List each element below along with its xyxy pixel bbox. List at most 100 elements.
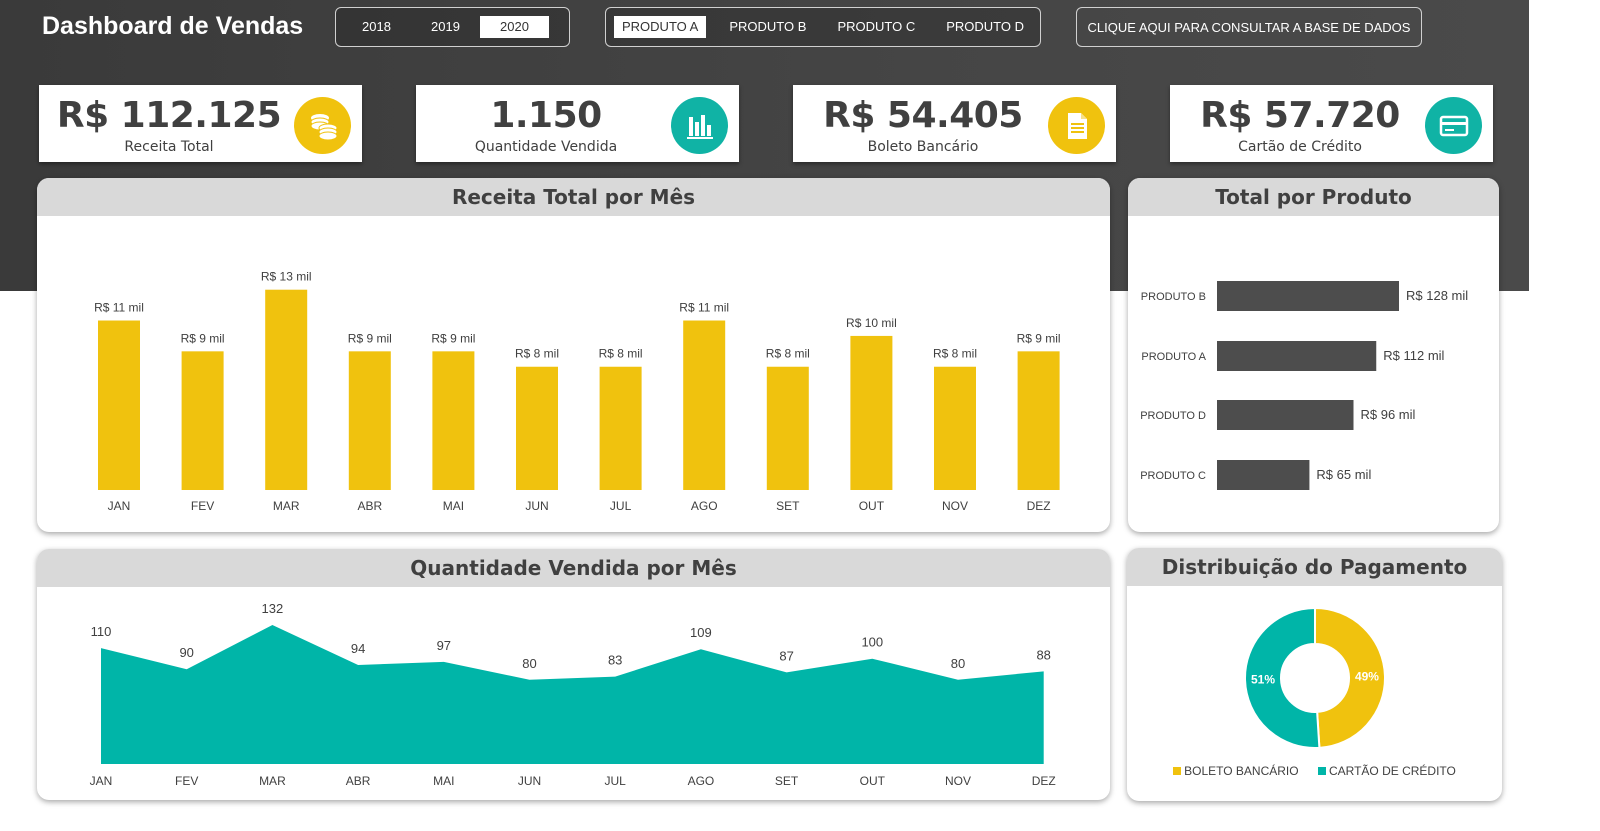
x-tick-label: SET (776, 499, 800, 513)
area-data-label: 132 (262, 601, 284, 616)
bar-data-label: R$ 9 mil (348, 331, 392, 345)
x-tick-label: JUL (610, 499, 632, 513)
y-tick-label: PRODUTO A (1141, 351, 1206, 363)
bar-out (850, 335, 893, 490)
product-filter: PRODUTO A PRODUTO B PRODUTO C PRODUTO D (605, 7, 1041, 47)
bar-produto-b (1217, 281, 1399, 311)
y-tick-label: PRODUTO D (1140, 410, 1206, 422)
bar-data-label: R$ 8 mil (599, 347, 643, 361)
bar-data-label: R$ 8 mil (933, 347, 977, 361)
x-tick-label: MAI (443, 499, 464, 513)
x-tick-label: OUT (859, 499, 885, 513)
legend-item-boleto: BOLETO BANCÁRIO (1173, 764, 1299, 778)
area-data-label: 88 (1036, 647, 1050, 662)
total-by-product-card: Total por Produto PRODUTO B R$ 128 mil PRO… (1128, 178, 1499, 532)
payment-distribution-card: Distribuição do Pagamento 49% 51% BOLETO … (1127, 548, 1502, 801)
kpi-label: Receita Total (124, 139, 214, 155)
donut-slice-cartao (1244, 606, 1321, 749)
x-tick-label: OUT (860, 774, 886, 788)
kpi-value: 1.150 (490, 95, 602, 136)
area-data-label: 87 (779, 648, 793, 663)
year-button-2018[interactable]: 2018 (362, 19, 391, 34)
bar-fev (181, 351, 224, 490)
kpi-label: Boleto Bancário (867, 139, 979, 155)
product-button-a[interactable]: PRODUTO A (614, 16, 707, 38)
donut-slice-boleto (1314, 606, 1386, 749)
card-title: Receita Total por Mês (37, 178, 1110, 216)
bar-mai (432, 351, 475, 490)
bar-data-label: R$ 10 mil (846, 316, 897, 330)
bar-set (766, 366, 809, 490)
bar-dez (1017, 351, 1060, 490)
database-button[interactable]: CLIQUE AQUI PARA CONSULTAR A BASE DE DAD… (1076, 7, 1422, 47)
x-tick-label: FEV (191, 499, 214, 513)
bar-mar (265, 289, 308, 490)
revenue-by-month-card: Receita Total por Mês R$ 11 mil JAN R$ 9 m… (37, 178, 1110, 532)
dashboard-title: Dashboard de Vendas (42, 12, 304, 40)
product-button-c[interactable]: PRODUTO C (837, 19, 916, 34)
bar-produto-d (1217, 400, 1354, 430)
x-tick-label: MAI (433, 774, 454, 788)
kpi-value: R$ 57.720 (1200, 95, 1400, 136)
area-data-label: 94 (351, 641, 365, 656)
area-data-label: 83 (608, 653, 622, 668)
area-data-label: 80 (951, 656, 965, 671)
product-bar-chart: PRODUTO B R$ 128 mil PRODUTO A R$ 112 mil PR… (1140, 281, 1468, 490)
y-tick-label: PRODUTO C (1140, 470, 1206, 482)
area-data-label: 90 (179, 645, 193, 660)
area-data-label: 80 (522, 656, 536, 671)
bar-produto-c (1217, 460, 1310, 490)
bar-data-label: R$ 96 mil (1361, 407, 1416, 422)
card-title: Total por Produto (1128, 178, 1499, 216)
legend-swatch (1173, 767, 1182, 775)
area-data-label: 110 (91, 624, 112, 639)
kpi-label: Cartão de Crédito (1238, 139, 1362, 155)
bar-data-label: R$ 13 mil (261, 270, 312, 284)
year-button-2019[interactable]: 2019 (431, 19, 460, 34)
product-button-b[interactable]: PRODUTO B (729, 19, 807, 34)
x-tick-label: SET (775, 774, 799, 788)
year-filter: 2018 2019 2020 (335, 7, 570, 47)
area-series (101, 625, 1044, 764)
bar-produto-a (1217, 341, 1377, 371)
bar-data-label: R$ 8 mil (766, 347, 810, 361)
document-icon (1048, 97, 1105, 154)
legend-label: CARTÃO DE CRÉDITO (1328, 764, 1456, 778)
area-data-label: 109 (690, 625, 712, 640)
bar-data-label: R$ 9 mil (181, 331, 225, 345)
kpi-quantidade-vendida: 1.150 Quantidade Vendida (416, 85, 739, 162)
quantity-area-chart: 110 JAN 90 FEV 132 MAR 94 ABR 97 MAI 80 JUN 83 JUL 109… (90, 601, 1056, 788)
payment-donut-chart: 49% 51% (1244, 606, 1386, 749)
donut-data-label: 51% (1251, 673, 1275, 687)
x-tick-label: AGO (691, 499, 718, 513)
coins-icon (294, 97, 351, 154)
x-tick-label: JAN (108, 499, 131, 513)
legend-item-cartao: CARTÃO DE CRÉDITO (1317, 764, 1456, 778)
product-button-d[interactable]: PRODUTO D (946, 19, 1024, 34)
bar-data-label: R$ 65 mil (1316, 467, 1371, 482)
bar-data-label: R$ 11 mil (94, 301, 144, 315)
card-title: Quantidade Vendida por Mês (37, 549, 1110, 587)
year-button-2020[interactable]: 2020 (480, 16, 549, 38)
bar-data-label: R$ 8 mil (515, 347, 559, 361)
x-tick-label: JUL (605, 774, 627, 788)
revenue-bar-chart: R$ 11 mil JAN R$ 9 mil FEV R$ 13 mil MAR R$ 9 … (94, 270, 1061, 513)
bar-data-label: R$ 112 mil (1383, 348, 1444, 363)
area-data-label: 97 (437, 638, 451, 653)
bar-data-label: R$ 128 mil (1406, 288, 1468, 303)
x-tick-label: MAR (259, 774, 286, 788)
donut-legend: BOLETO BANCÁRIO CARTÃO DE CRÉDITO (1127, 764, 1502, 778)
x-tick-label: AGO (688, 774, 715, 788)
bar-jan (98, 320, 140, 490)
bar-data-label: R$ 11 mil (679, 301, 729, 315)
x-tick-label: FEV (175, 774, 198, 788)
bar-jul (599, 366, 642, 490)
x-tick-label: JAN (90, 774, 113, 788)
donut-data-label: 49% (1355, 669, 1379, 683)
kpi-boleto-bancario: R$ 54.405 Boleto Bancário (793, 85, 1116, 162)
bar-chart-icon (671, 97, 728, 154)
bar-ago (683, 320, 726, 490)
legend-swatch (1317, 767, 1326, 775)
bar-jun (516, 366, 558, 490)
x-tick-label: JUN (518, 774, 541, 788)
